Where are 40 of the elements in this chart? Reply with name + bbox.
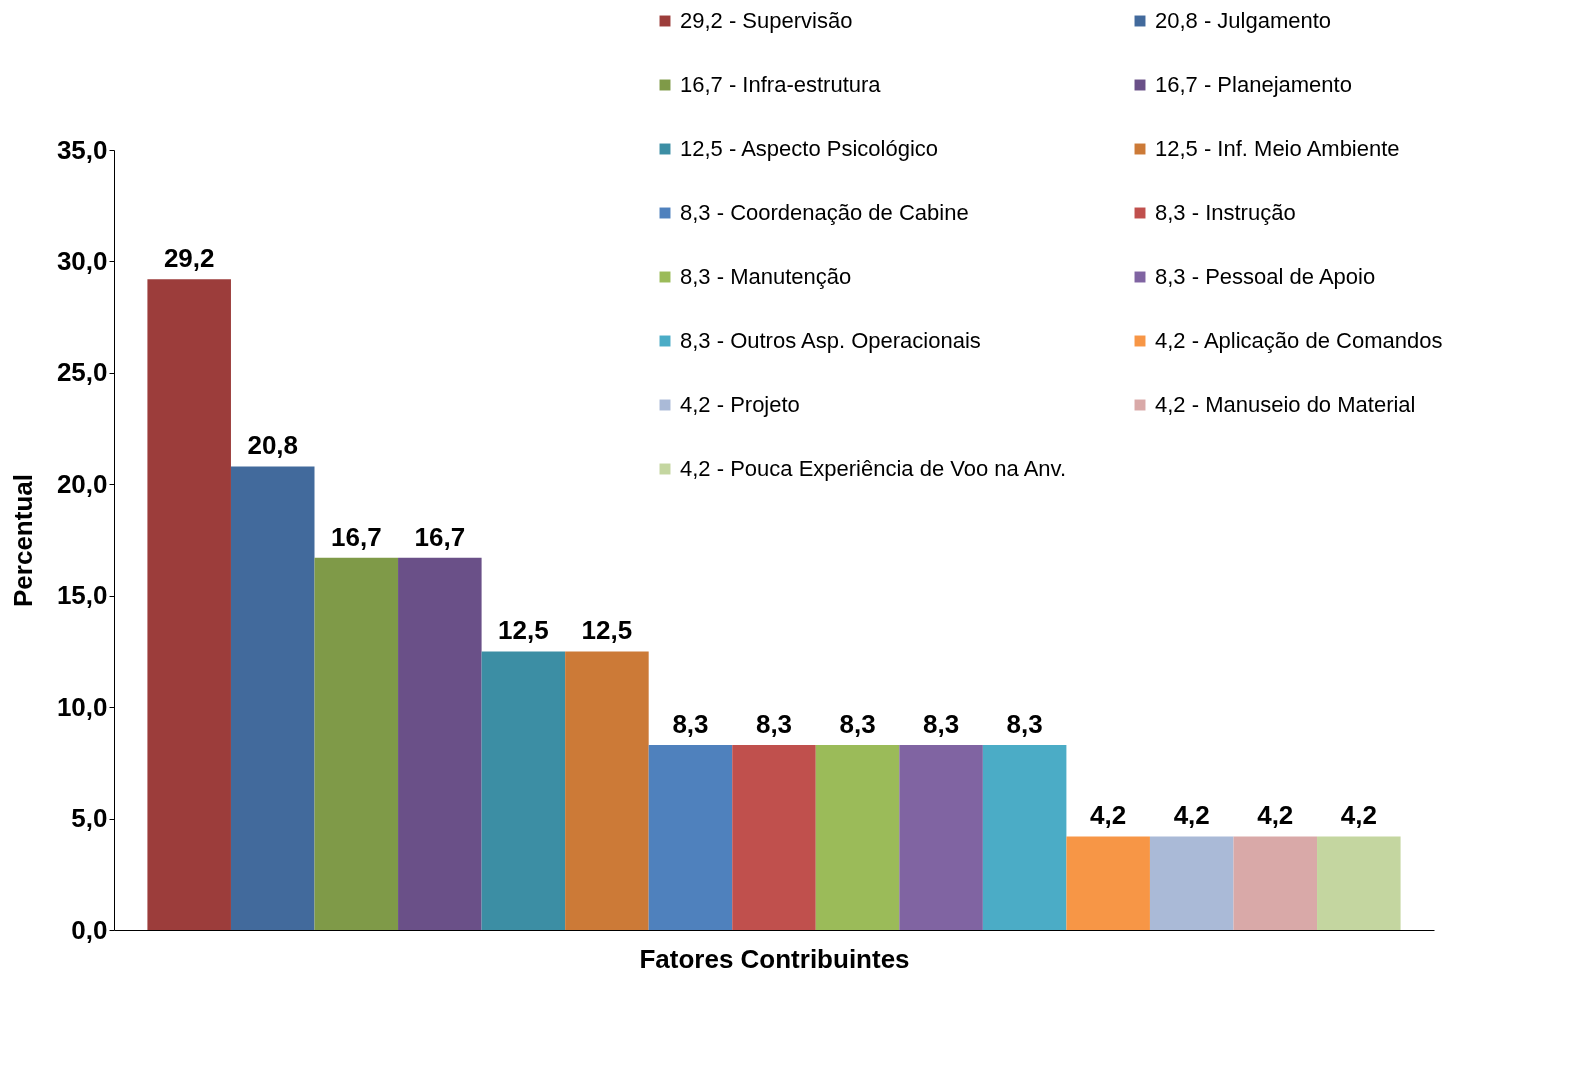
data-label: 16,7	[330, 521, 382, 552]
data-label: 29,2	[163, 243, 215, 274]
legend-label: 8,3 - Manutenção	[680, 264, 852, 289]
legend-label: 8,3 - Pessoal de Apoio	[1155, 264, 1376, 289]
y-tick-label: 15,0	[56, 580, 108, 611]
data-label: 12,5	[581, 615, 633, 646]
y-tick-label: 30,0	[56, 245, 108, 276]
data-label: 8,3	[839, 709, 876, 740]
data-label: 8,3	[755, 709, 793, 740]
legend-label: 20,8 - Julgamento	[1155, 8, 1332, 33]
y-tick-label: 10,0	[56, 691, 108, 722]
legend-label: 4,2 - Pouca Experiência de Voo na Anv.	[680, 456, 1067, 481]
legend-label: 8,3 - Coordenação de Cabine	[680, 200, 969, 225]
data-label: 8,3	[923, 709, 960, 740]
legend-label: 4,2 - Projeto	[680, 392, 800, 417]
data-label: 4,2	[1173, 800, 1210, 831]
data-label: 4,2	[1257, 800, 1294, 831]
data-label: 12,5	[498, 615, 549, 646]
data-label: 4,2	[1090, 800, 1127, 831]
data-label: 4,2	[1340, 800, 1377, 831]
legend-label: 12,5 - Inf. Meio Ambiente	[1155, 136, 1400, 161]
y-tick-label: 0,0	[71, 914, 108, 945]
x-axis-title: Fatores Contribuintes	[639, 943, 910, 974]
data-label: 16,7	[414, 521, 466, 552]
data-label: 8,3	[1006, 709, 1043, 740]
legend-label: 16,7 - Planejamento	[1155, 72, 1352, 97]
data-label: 8,3	[672, 709, 709, 740]
legend-label: 16,7 - Infra-estrutura	[680, 72, 882, 97]
legend-label: 4,2 - Aplicação de Comandos	[1155, 328, 1443, 353]
legend-label: 4,2 - Manuseio do Material	[1155, 392, 1416, 417]
y-tick-label: 20,0	[56, 468, 108, 499]
y-axis-title: Percentual	[7, 474, 38, 607]
legend-label: 8,3 - Instrução	[1155, 200, 1296, 225]
y-tick-label: 35,0	[56, 134, 108, 165]
data-label: 20,8	[247, 430, 299, 461]
legend-label: 29,2 - Supervisão	[680, 8, 853, 33]
legend-label: 12,5 - Aspecto Psicológico	[680, 136, 939, 161]
legend-label: 8,3 - Outros Asp. Operacionais	[680, 328, 981, 353]
y-tick-label: 25,0	[56, 357, 108, 388]
y-tick-label: 5,0	[71, 803, 108, 834]
